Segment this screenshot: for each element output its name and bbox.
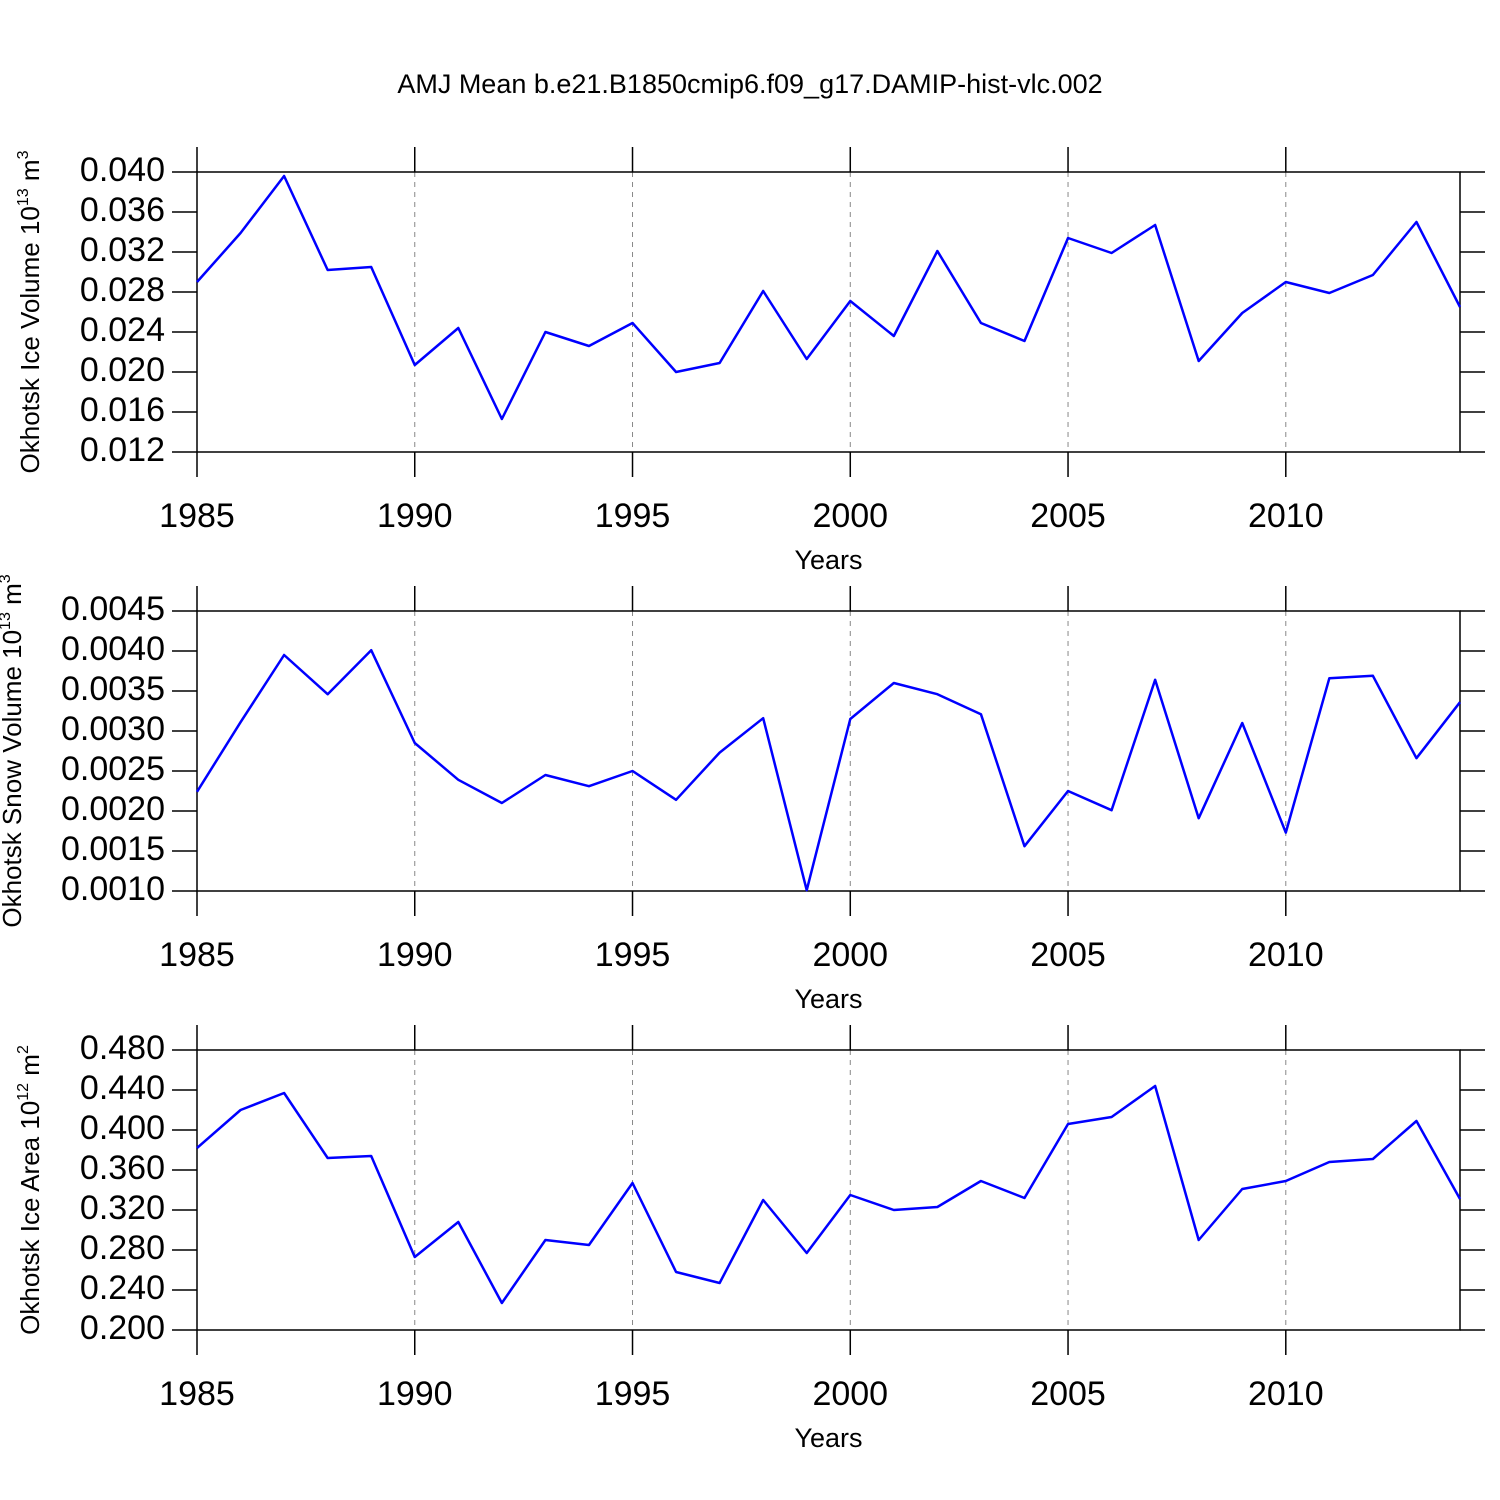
data-line: [196, 1084, 1462, 1305]
data-line: [195, 648, 1461, 892]
y-tick-label: 0.360: [80, 1149, 165, 1187]
y-tick-label: 0.032: [80, 231, 165, 269]
y-axis-label-part: 3: [0, 574, 14, 583]
data-line: [196, 174, 1462, 421]
y-axis-label-part: 12: [15, 1083, 32, 1101]
y-tick-label: 0.016: [80, 391, 165, 429]
y-axis-label-part: m: [15, 1054, 45, 1083]
x-tick-label: 1990: [377, 1375, 453, 1413]
x-tick-label: 1995: [595, 1375, 671, 1413]
y-axis-label-part: m: [15, 159, 45, 188]
y-tick-label: 0.0025: [61, 750, 165, 788]
y-axis-label-part: m: [0, 583, 27, 612]
y-tick-label: 0.280: [80, 1229, 165, 1267]
y-tick-label: 0.024: [80, 311, 165, 349]
x-tick-label: 2010: [1248, 936, 1324, 974]
x-tick-label: 2000: [812, 497, 888, 535]
x-tick-label: 1985: [159, 497, 235, 535]
y-axis-label-part: Okhotsk Ice Volume 10: [15, 206, 45, 473]
plot-frame: [196, 1049, 1461, 1331]
x-tick-label: 1985: [159, 936, 235, 974]
x-axis-label: Years: [794, 984, 862, 1014]
y-axis-label-part: 13: [15, 188, 32, 206]
x-tick-label: 1995: [595, 936, 671, 974]
y-axis-label: Okhotsk Snow Volume 1013 m3: [0, 574, 27, 927]
x-tick-label: 1990: [377, 936, 453, 974]
y-tick-label: 0.440: [80, 1069, 165, 1107]
x-tick-label: 2010: [1248, 497, 1324, 535]
y-axis-label-part: Okhotsk Ice Area 10: [15, 1101, 45, 1335]
y-tick-label: 0.0015: [61, 830, 165, 868]
y-tick-label: 0.200: [80, 1309, 165, 1347]
y-axis-label: Okhotsk Ice Volume 1013 m3: [15, 150, 45, 473]
y-tick-label: 0.0010: [61, 870, 165, 908]
x-tick-label: 2005: [1030, 1375, 1106, 1413]
y-axis-label-part: Okhotsk Snow Volume 10: [0, 630, 27, 928]
y-axis-label: Okhotsk Ice Area 1012 m2: [15, 1045, 45, 1335]
y-axis-label-part: 2: [15, 1045, 32, 1054]
y-tick-label: 0.400: [80, 1109, 165, 1147]
y-axis-label-part: 13: [0, 612, 14, 630]
y-tick-label: 0.020: [80, 351, 165, 389]
y-tick-label: 0.0040: [61, 630, 165, 668]
x-axis-label: Years: [794, 1423, 862, 1453]
y-tick-label: 0.0020: [61, 790, 165, 828]
x-tick-label: 2000: [812, 936, 888, 974]
y-tick-label: 0.040: [80, 151, 165, 189]
y-tick-label: 0.028: [80, 271, 165, 309]
y-tick-label: 0.320: [80, 1189, 165, 1227]
x-tick-label: 2000: [812, 1375, 888, 1413]
y-tick-label: 0.0045: [61, 590, 165, 628]
x-tick-label: 2010: [1248, 1375, 1324, 1413]
x-axis-label: Years: [794, 545, 862, 575]
y-tick-label: 0.036: [80, 191, 165, 229]
x-tick-label: 2005: [1030, 936, 1106, 974]
plot-frame: [196, 610, 1461, 892]
y-axis-label-part: 3: [15, 150, 32, 159]
y-tick-label: 0.0030: [61, 710, 165, 748]
plot-frame: [196, 171, 1461, 453]
x-tick-label: 1985: [159, 1375, 235, 1413]
x-tick-label: 1990: [377, 497, 453, 535]
x-tick-label: 2005: [1030, 497, 1106, 535]
y-tick-label: 0.0035: [61, 670, 165, 708]
x-tick-label: 1995: [595, 497, 671, 535]
y-tick-label: 0.240: [80, 1269, 165, 1307]
chart-title: AMJ Mean b.e21.B1850cmip6.f09_g17.DAMIP-…: [397, 69, 1102, 99]
y-tick-label: 0.012: [80, 431, 165, 469]
y-tick-label: 0.480: [80, 1029, 165, 1067]
